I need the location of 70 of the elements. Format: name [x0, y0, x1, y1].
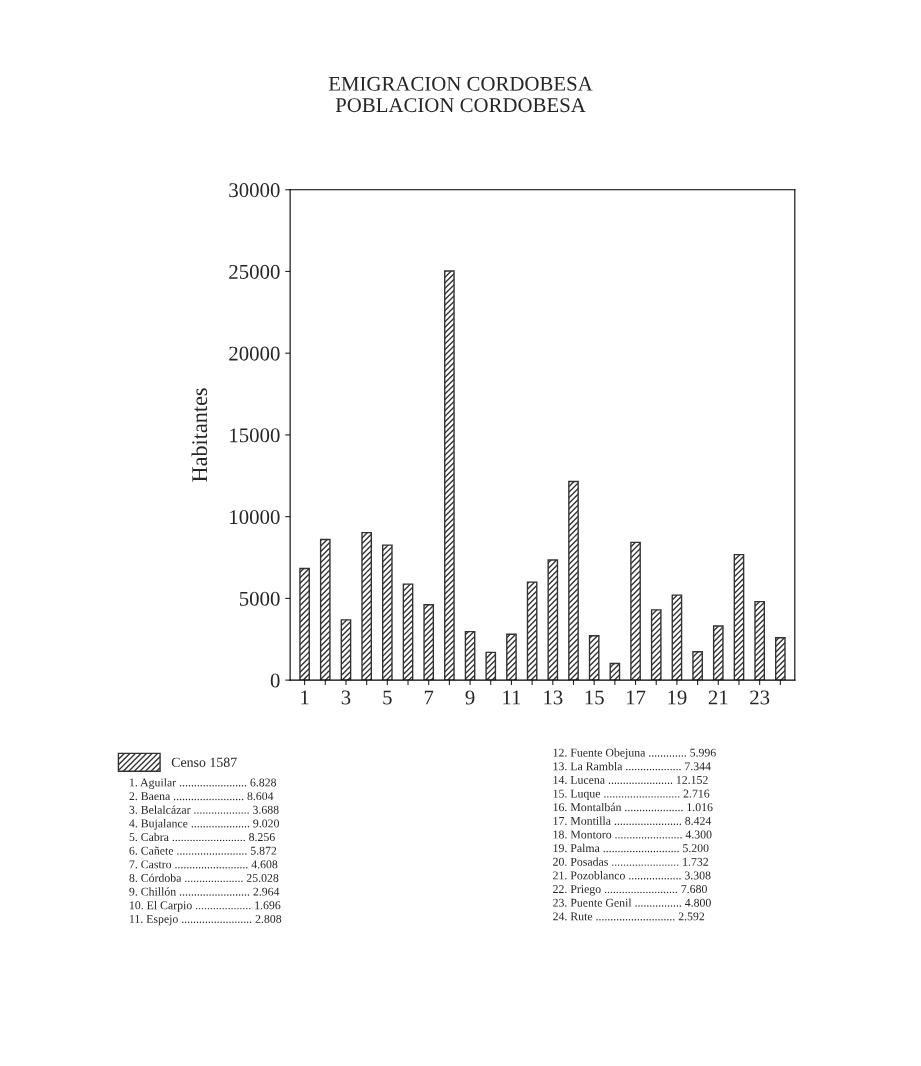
text: 7. Castro ......................... 4.608	[129, 860, 278, 869]
x-tick-label: 17	[626, 690, 646, 705]
x-tick-label: 21	[708, 690, 728, 705]
x-tick-label: 1	[301, 690, 309, 705]
x-tick-label: 13	[544, 690, 563, 705]
bar	[361, 531, 372, 681]
bar	[299, 567, 310, 681]
text: 13. La Rambla ................... 7.344	[553, 761, 711, 771]
y-tick-label: 5000	[239, 591, 280, 606]
text: 17. Montilla ....................... 8.424	[553, 816, 712, 825]
y-tick-label: 20000	[229, 346, 280, 361]
y-tick-label: 25000	[229, 264, 280, 279]
bar	[671, 594, 683, 681]
bar	[754, 600, 766, 681]
text: 24. Rute ........................... 2.592	[553, 912, 705, 921]
text: 21. Pozoblanco .................. 3.308	[553, 871, 711, 880]
x-tick-label: 3	[341, 690, 351, 705]
y-axis-title: Habitantes	[191, 388, 208, 482]
text: 18. Montoro ....................... 4.300	[553, 830, 712, 839]
bar	[774, 637, 786, 681]
bar	[485, 651, 497, 681]
x-tick-label: 9	[465, 690, 475, 705]
bar	[547, 559, 559, 681]
bar	[630, 541, 641, 681]
legend-label: Censo 1587	[171, 757, 237, 767]
text: 20. Posadas ....................... 1.732	[553, 857, 709, 866]
text: 2. Baena ........................ 8.604	[129, 792, 274, 801]
text: 1. Aguilar ....................... 6.828	[129, 778, 277, 789]
text: 6. Cañete ........................ 5.872	[129, 846, 277, 855]
bar	[464, 630, 476, 681]
x-tick-label: 15	[585, 690, 604, 705]
x-tick-label: 5	[383, 690, 392, 705]
chart-subtitle: POBLACION CORDOBESA	[335, 98, 586, 113]
text: 4. Bujalance .................... 9.020	[129, 819, 279, 830]
bar	[319, 538, 331, 681]
y-tick-label: 10000	[230, 510, 280, 525]
bar	[712, 625, 724, 681]
text: 19. Palma .......................... 5.200	[553, 843, 709, 853]
x-tick-label: 19	[668, 690, 687, 705]
bar	[444, 270, 455, 681]
text: 14. Lucena ...................... 12.152	[553, 775, 708, 784]
text: 11. Espejo ........................ 2.808	[129, 914, 282, 926]
bar	[526, 581, 538, 681]
bar	[402, 583, 414, 681]
x-tick-label: 7	[424, 690, 434, 705]
text: 9. Chillón ........................ 2.964	[129, 887, 280, 896]
text: 8. Córdoba .................... 25.028	[129, 873, 279, 883]
text: 16. Montalbán .................... 1.016	[553, 802, 713, 812]
bar	[733, 553, 745, 681]
x-tick-label: 11	[503, 690, 521, 705]
text: 12. Fuente Obejuna ............. 5.996	[553, 748, 716, 760]
text: 3. Belalcázar ................... 3.688	[129, 805, 279, 814]
bar	[506, 633, 517, 681]
bar	[340, 619, 352, 681]
text: 5. Cabra ......................... 8.256	[129, 832, 275, 842]
x-tick-label: 23	[750, 690, 770, 705]
bar	[692, 651, 703, 681]
text: 10. El Carpio ................... 1.696	[129, 900, 281, 912]
text: 15. Luque .......................... 2.716	[553, 789, 710, 800]
chart-title: EMIGRACION CORDOBESA	[328, 76, 593, 91]
bar	[381, 544, 393, 681]
y-tick-label: 15000	[230, 428, 280, 443]
bar	[423, 604, 435, 681]
bar	[650, 609, 662, 681]
y-tick-label: 0	[270, 673, 280, 688]
text: 23. Puente Genil ................ 4.800	[553, 898, 711, 907]
text: 22. Priego ......................... 7.680	[553, 885, 707, 896]
y-tick-label: 30000	[229, 183, 280, 198]
bar	[588, 635, 600, 681]
bar	[568, 480, 579, 681]
